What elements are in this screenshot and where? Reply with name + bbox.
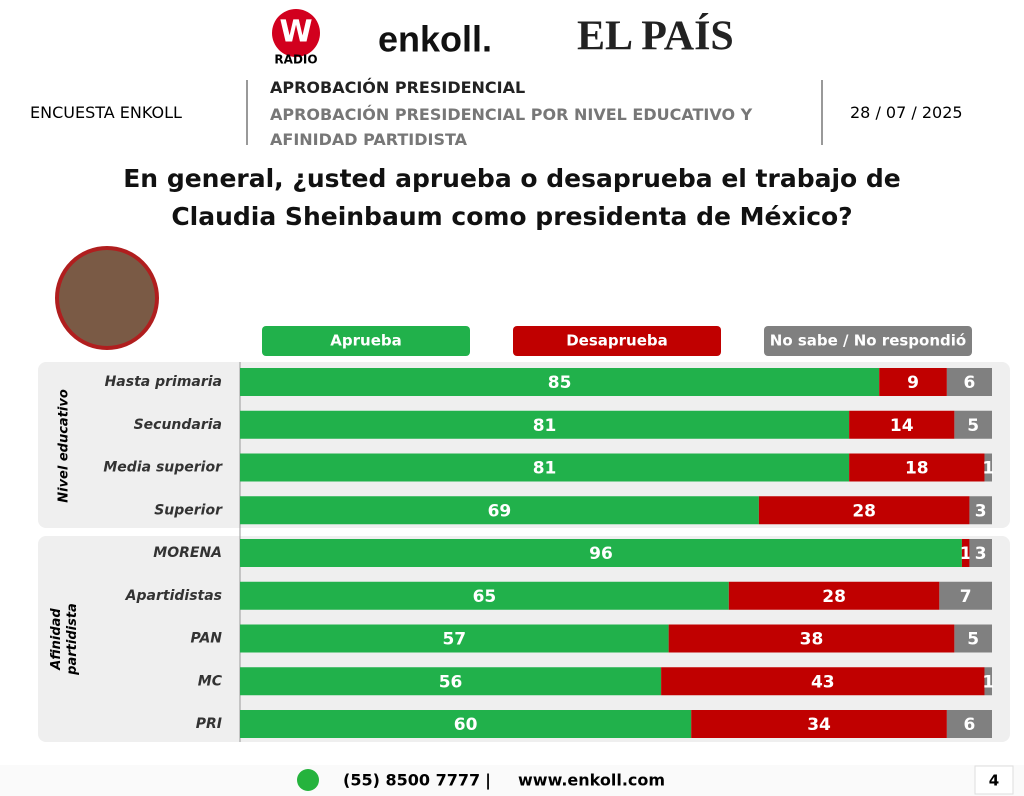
- bar-segment: [969, 496, 992, 525]
- value-label: 6: [964, 373, 976, 393]
- survey-label: ENCUESTA ENKOLL: [30, 103, 182, 122]
- footer-bar: [0, 765, 1024, 796]
- value-label: 38: [800, 630, 824, 650]
- value-label: 60: [454, 715, 478, 735]
- value-label: 1: [982, 672, 994, 692]
- bar-segment: [691, 710, 947, 738]
- category-label: Superior: [154, 502, 223, 518]
- bar-segment: [946, 710, 992, 738]
- category-label: PAN: [190, 631, 222, 647]
- value-label: 6: [964, 715, 976, 735]
- wradio-mark: W: [279, 15, 312, 50]
- bar-segment: [758, 496, 970, 525]
- legend-label: Aprueba: [330, 332, 401, 350]
- bar-segment: [954, 624, 992, 653]
- elpais-logo: EL PAÍS: [577, 13, 734, 60]
- question-title: En general, ¿usted aprueba o desaprueba …: [123, 164, 901, 231]
- value-label: 28: [852, 501, 876, 521]
- bar-segment: [240, 667, 662, 696]
- value-label: 1: [960, 544, 972, 564]
- bar-segment: [939, 581, 992, 610]
- bar-segment: [849, 453, 985, 482]
- bar-segment: [240, 710, 692, 738]
- portrait: [55, 246, 159, 350]
- bar-segment: [240, 368, 880, 396]
- date: 28 / 07 / 2025: [850, 103, 963, 122]
- value-label: 28: [822, 587, 846, 607]
- category-label: PRI: [196, 716, 222, 732]
- legend-swatch: [764, 326, 972, 356]
- header-title: APROBACIÓN PRESIDENCIAL: [270, 78, 526, 97]
- bar-segment: [240, 581, 729, 610]
- bar-segment: [961, 539, 970, 567]
- value-label: 3: [975, 501, 987, 521]
- value-label: 1: [982, 459, 994, 479]
- value-label: 81: [533, 459, 557, 479]
- wradio-logo: [272, 9, 320, 57]
- header-subtitle: APROBACIÓN PRESIDENCIAL POR NIVEL EDUCAT…: [270, 105, 753, 149]
- value-label: 96: [589, 544, 613, 564]
- value-label: 7: [960, 587, 972, 607]
- value-label: 85: [548, 373, 572, 393]
- category-label: Secundaria: [134, 417, 222, 433]
- bar-segment: [984, 667, 992, 696]
- value-label: 3: [975, 544, 987, 564]
- category-label: MORENA: [153, 545, 222, 561]
- value-label: 5: [967, 416, 979, 436]
- footer-phone: (55) 8500 7777: [343, 771, 480, 790]
- bar-segment: [661, 667, 985, 696]
- page-number: 4: [989, 772, 999, 790]
- value-label: 18: [905, 459, 929, 479]
- whatsapp-icon: [297, 769, 319, 791]
- bar-segment: [969, 539, 992, 567]
- value-label: 69: [488, 501, 512, 521]
- legend-label: No sabe / No respondió: [770, 332, 966, 350]
- bar-segment: [728, 581, 940, 610]
- enkoll-logo: enkoll.: [378, 19, 492, 60]
- value-label: 56: [439, 672, 463, 692]
- category-label: Apartidistas: [125, 588, 222, 604]
- bar-segment: [240, 496, 759, 525]
- value-label: 34: [807, 715, 831, 735]
- footer-website: www.enkoll.com: [518, 771, 665, 790]
- value-label: 65: [473, 587, 497, 607]
- bar-segment: [668, 624, 955, 653]
- bar-segment: [946, 368, 992, 396]
- legend-swatch: [262, 326, 470, 356]
- legend-label: Desaprueba: [566, 332, 668, 350]
- bar-segment: [954, 410, 992, 439]
- bar-segment: [240, 410, 850, 439]
- bar-segment: [984, 453, 992, 482]
- category-label: MC: [198, 673, 223, 689]
- value-label: 57: [442, 630, 466, 650]
- group-label: Nivel educativo: [57, 389, 72, 503]
- bar-segment: [240, 539, 962, 567]
- footer-separator: |: [485, 771, 491, 791]
- page-box: [974, 765, 1014, 795]
- group-label: Afinidadpartidista: [49, 603, 80, 676]
- bar-segment: [240, 624, 669, 653]
- category-label: Hasta primaria: [105, 374, 222, 390]
- bar-segment: [879, 368, 947, 396]
- bar-segment: [240, 453, 850, 482]
- wradio-name: RADIO: [274, 53, 317, 67]
- group-panel: [38, 362, 1010, 528]
- value-label: 9: [907, 373, 919, 393]
- value-label: 81: [533, 416, 557, 436]
- bar-segment: [849, 410, 955, 439]
- value-label: 14: [890, 416, 914, 436]
- category-label: Media superior: [103, 460, 223, 476]
- value-label: 43: [811, 672, 835, 692]
- value-label: 5: [967, 630, 979, 650]
- legend-swatch: [513, 326, 721, 356]
